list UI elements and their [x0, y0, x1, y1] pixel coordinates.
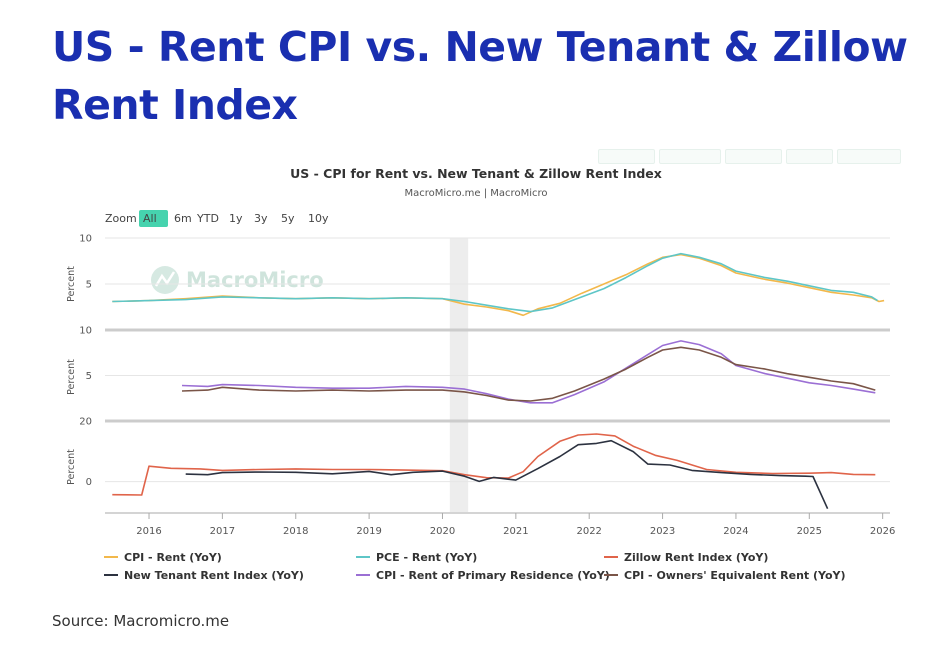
legend-label: CPI - Rent of Primary Residence (YoY) — [376, 569, 610, 582]
legend-label: CPI - Owners' Equivalent Rent (YoY) — [624, 569, 846, 582]
series-line-new-tenant-rent-index-yoy — [185, 439, 829, 510]
toolbar-button-faded[interactable] — [598, 149, 655, 164]
plot-area: 10 5 Percent 10 5 Percent 20 0 Percent 2016 2017 20… — [66, 234, 895, 538]
macromicro-logo-mark — [154, 271, 176, 287]
series-line-pce-rent-yoy — [112, 252, 878, 313]
zoom-button-label: 3y — [254, 212, 268, 225]
x-tick-label: 2022 — [576, 526, 601, 537]
zoom-button-label: 5y — [281, 212, 295, 225]
chart-title: US - CPI for Rent vs. New Tenant & Zillo… — [290, 166, 662, 181]
legend-label: CPI - Rent (YoY) — [124, 551, 222, 564]
legend-item[interactable]: CPI - Rent (YoY) — [104, 551, 222, 564]
panel-2: 10 5 Percent — [66, 326, 890, 404]
legend-item[interactable]: New Tenant Rent Index (YoY) — [104, 569, 304, 582]
x-tick-label: 2019 — [356, 526, 381, 537]
x-tick-label: 2023 — [650, 526, 675, 537]
x-tick-label: 2024 — [723, 526, 748, 537]
toolbar-button-faded[interactable] — [725, 149, 782, 164]
x-tick-label: 2018 — [283, 526, 308, 537]
zoom-button-1y[interactable]: 1y — [229, 212, 243, 225]
zoom-bar: Zoom All 6m YTD 1y 3y 5y 10y — [105, 210, 329, 227]
y-tick-label: 10 — [79, 326, 92, 337]
y-axis-label: Percent — [66, 266, 77, 302]
toolbar-button-faded[interactable] — [659, 149, 721, 164]
zoom-button-highlight — [139, 210, 168, 227]
series-line-zillow-rent-index-yoy — [112, 433, 876, 496]
x-tick-label: 2017 — [210, 526, 235, 537]
y-tick-label: 0 — [86, 477, 92, 488]
zoom-button-label: 6m — [174, 212, 192, 225]
y-tick-label: 10 — [79, 234, 92, 245]
legend-item[interactable]: PCE - Rent (YoY) — [356, 551, 477, 564]
legend: CPI - Rent (YoY) PCE - Rent (YoY) Zillow R… — [104, 551, 846, 582]
panel-1: 10 5 Percent — [66, 234, 890, 317]
watermark: MacroMicro — [151, 266, 324, 294]
x-tick-label: 2025 — [797, 526, 822, 537]
x-tick-label: 2020 — [430, 526, 455, 537]
zoom-button-10y[interactable]: 10y — [308, 212, 329, 225]
zoom-button-6m[interactable]: 6m — [174, 212, 192, 225]
watermark-text: MacroMicro — [186, 268, 324, 292]
legend-item[interactable]: CPI - Rent of Primary Residence (YoY) — [356, 569, 610, 582]
toolbar-button-faded[interactable] — [837, 149, 901, 164]
series-line-cpi-rent-of-primary-residence-yoy — [181, 340, 876, 404]
legend-item[interactable]: CPI - Owners' Equivalent Rent (YoY) — [604, 569, 846, 582]
legend-label: PCE - Rent (YoY) — [376, 551, 477, 564]
page-title: US - Rent CPI vs. New Tenant & Zillow Re… — [52, 23, 908, 129]
y-tick-label: 5 — [86, 280, 92, 291]
zoom-label: Zoom — [105, 212, 137, 225]
zoom-button-3y[interactable]: 3y — [254, 212, 268, 225]
series-line-cpi-owners-equivalent-rent-yoy — [181, 346, 876, 402]
x-tick-label: 2016 — [136, 526, 161, 537]
source-note: Source: Macromicro.me — [52, 612, 230, 630]
zoom-button-5y[interactable]: 5y — [281, 212, 295, 225]
toolbar-button-faded[interactable] — [786, 149, 833, 164]
zoom-button-ytd[interactable]: YTD — [196, 212, 219, 225]
chart-subtitle: MacroMicro.me | MacroMicro — [405, 188, 548, 199]
legend-label: Zillow Rent Index (YoY) — [624, 551, 768, 564]
panel-3: 20 0 Percent — [66, 417, 890, 510]
y-axis-label: Percent — [66, 449, 77, 485]
y-axis-label: Percent — [66, 359, 77, 395]
legend-label: New Tenant Rent Index (YoY) — [124, 569, 304, 582]
x-tick-label: 2021 — [503, 526, 528, 537]
legend-item[interactable]: Zillow Rent Index (YoY) — [604, 551, 768, 564]
zoom-button-label: All — [143, 212, 157, 225]
zoom-button-label: 10y — [308, 212, 329, 225]
y-tick-label: 20 — [79, 417, 92, 428]
x-tick-label: 2026 — [870, 526, 895, 537]
zoom-button-all[interactable]: All — [139, 210, 168, 227]
zoom-button-label: 1y — [229, 212, 243, 225]
zoom-button-label: YTD — [196, 212, 219, 225]
y-tick-label: 5 — [86, 371, 92, 382]
